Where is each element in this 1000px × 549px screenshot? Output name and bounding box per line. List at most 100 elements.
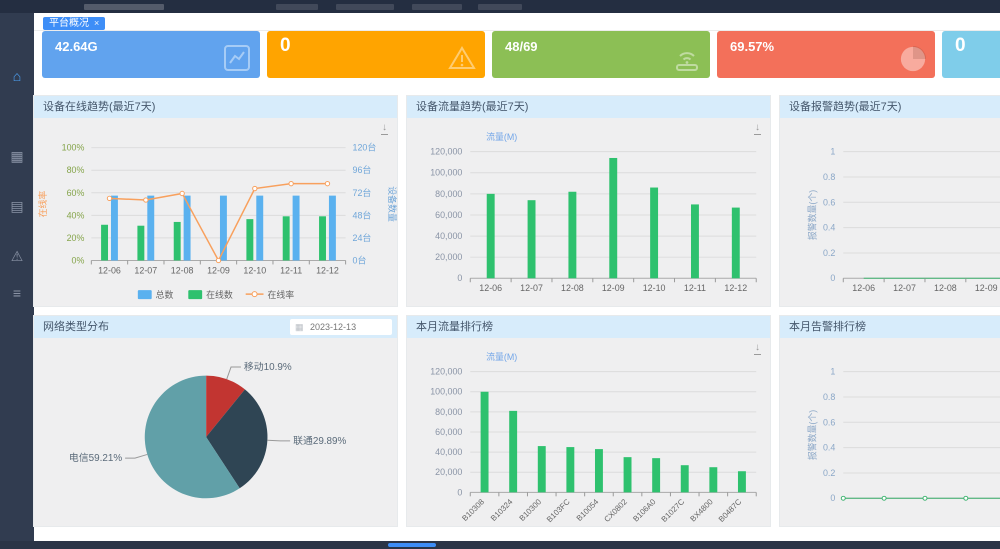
svg-text:0台: 0台: [353, 254, 367, 265]
panel-device-alarm-trend: 设备报警趋势(最近7天) 0 0.2 0.4 0.6 0.8 1 报警数量(个) 12-06 1…: [779, 95, 1000, 307]
svg-text:在线率: 在线率: [37, 191, 48, 218]
device-wifi-icon: [676, 52, 698, 71]
svg-text:60%: 60%: [67, 188, 85, 198]
svg-text:12-08: 12-08: [171, 265, 194, 275]
chart-area: 0 0.2 0.4 0.6 0.8 1 报警数量(个) 12-06 12-07 12-08 12-0…: [780, 118, 1000, 306]
svg-text:100,000: 100,000: [430, 387, 462, 397]
svg-text:12-09: 12-09: [975, 283, 998, 293]
svg-text:B106A0: B106A0: [631, 497, 658, 524]
panel-header: 设备流量趋势(最近7天): [407, 96, 770, 118]
svg-text:12-09: 12-09: [207, 265, 230, 275]
brand-logo: [84, 4, 164, 10]
svg-text:12-10: 12-10: [643, 283, 666, 293]
chart-area: 0 20,000 40,000 60,000 80,000 100,000 120,000 流…: [407, 118, 770, 306]
svg-text:80,000: 80,000: [435, 189, 462, 199]
svg-text:0: 0: [830, 493, 835, 503]
svg-text:移动10.9%: 移动10.9%: [244, 360, 292, 373]
svg-text:12-11: 12-11: [684, 283, 706, 293]
list-icon[interactable]: ≡: [12, 285, 22, 301]
svg-text:B1027C: B1027C: [660, 497, 687, 524]
svg-text:12-09: 12-09: [602, 283, 625, 293]
svg-text:0.2: 0.2: [823, 248, 835, 258]
panel-title: 本月告警排行榜: [789, 321, 866, 333]
svg-text:0: 0: [830, 273, 835, 283]
stat-value: 48/69: [505, 39, 538, 54]
tab-platform-overview[interactable]: 平台概况 ×: [43, 17, 106, 30]
svg-text:0: 0: [457, 487, 462, 497]
top-navbar: [0, 0, 1000, 13]
svg-text:60,000: 60,000: [435, 427, 462, 437]
download-icon[interactable]: ↓: [381, 122, 388, 135]
svg-text:联通29.89%: 联通29.89%: [293, 435, 346, 447]
document-icon[interactable]: ▤: [10, 198, 24, 214]
panel-title: 网络类型分布: [43, 321, 109, 333]
panel-network-type-distribution: 网络类型分布 ▦ 2023-12-13 移动10.9% 联通29.89% 电信59.…: [33, 315, 398, 527]
svg-text:60,000: 60,000: [435, 210, 462, 220]
stat-card-online-rate[interactable]: 69.57%: [717, 31, 935, 78]
svg-text:报警数量(个): 报警数量(个): [807, 410, 818, 460]
svg-text:80,000: 80,000: [435, 407, 462, 417]
footer-bar: [0, 541, 1000, 549]
svg-text:24台: 24台: [353, 232, 372, 243]
svg-text:报警数量(个): 报警数量(个): [807, 190, 818, 240]
svg-text:72台: 72台: [353, 187, 372, 198]
svg-text:40,000: 40,000: [435, 447, 462, 457]
svg-text:1: 1: [830, 367, 835, 377]
stat-card-extra[interactable]: 0: [942, 31, 1000, 78]
calendar-icon: ▦: [295, 322, 304, 332]
svg-text:在线率: 在线率: [267, 289, 294, 300]
svg-text:1: 1: [830, 147, 835, 157]
svg-text:0.2: 0.2: [823, 468, 835, 478]
download-icon[interactable]: ↓: [754, 342, 761, 355]
stat-card-traffic[interactable]: 42.64G: [42, 31, 260, 78]
svg-text:0.8: 0.8: [823, 392, 835, 402]
alarm-ranking-chart: 0 0.2 0.4 0.6 0.8 1 报警数量(个): [807, 367, 1000, 503]
svg-text:12-10: 12-10: [243, 265, 266, 275]
panel-title: 设备流量趋势(最近7天): [416, 101, 529, 113]
svg-text:B10324: B10324: [489, 497, 515, 523]
alarm-icon[interactable]: ⚠: [10, 248, 24, 264]
navbar-menu-placeholder: [276, 4, 318, 10]
svg-text:120,000: 120,000: [430, 147, 462, 157]
panel-title: 设备在线趋势(最近7天): [43, 101, 156, 113]
svg-text:12-07: 12-07: [520, 283, 543, 293]
svg-text:0.4: 0.4: [823, 443, 835, 453]
stat-value: 0: [955, 35, 966, 56]
download-icon[interactable]: ↓: [754, 122, 761, 135]
panel-header: 网络类型分布 ▦ 2023-12-13: [34, 316, 397, 338]
close-icon[interactable]: ×: [94, 18, 100, 28]
panel-header: 本月流量排行榜: [407, 316, 770, 338]
date-value: 2023-12-13: [310, 322, 357, 332]
svg-text:20%: 20%: [67, 233, 85, 243]
traffic-ranking-chart: 0 20,000 40,000 60,000 80,000 100,000 120,000 流…: [430, 351, 757, 524]
scrollbar-thumb[interactable]: [388, 543, 436, 547]
line-chart-icon: [224, 45, 250, 71]
chart-area: 移动10.9% 联通29.89% 电信59.21%: [34, 338, 397, 526]
svg-text:20,000: 20,000: [435, 252, 462, 262]
panel-header: 设备在线趋势(最近7天): [34, 96, 397, 118]
date-picker[interactable]: ▦ 2023-12-13: [290, 319, 392, 335]
svg-text:0: 0: [457, 273, 462, 283]
svg-text:12-07: 12-07: [893, 283, 916, 293]
chart-area: 0 0.2 0.4 0.6 0.8 1 报警数量(个): [780, 338, 1000, 526]
tab-label: 平台概况: [49, 18, 89, 29]
stat-value: 69.57%: [730, 39, 775, 54]
svg-text:BX4800: BX4800: [688, 497, 715, 524]
svg-text:0.8: 0.8: [823, 172, 835, 182]
svg-text:0.6: 0.6: [823, 197, 835, 207]
svg-text:96台: 96台: [353, 164, 372, 175]
svg-text:流量(M): 流量(M): [486, 351, 517, 362]
stat-card-online-devices[interactable]: 48/69: [492, 31, 710, 78]
svg-text:100,000: 100,000: [430, 168, 462, 178]
panel-device-traffic-trend: 设备流量趋势(最近7天) 0 20,000 40,000 60,000 80,000 10…: [406, 95, 771, 307]
monitor-icon[interactable]: ▦: [10, 148, 24, 164]
home-icon[interactable]: ⌂: [12, 68, 22, 84]
panel-monthly-alarm-ranking: 本月告警排行榜 0 0.2 0.4 0.6 0.8 1 报警数量(个): [779, 315, 1000, 527]
svg-text:电信59.21%: 电信59.21%: [69, 451, 122, 464]
stat-card-alarms[interactable]: 0: [267, 31, 485, 78]
network-type-pie-chart: 移动10.9% 联通29.89% 电信59.21%: [69, 360, 347, 499]
chart-area: 0 20,000 40,000 60,000 80,000 100,000 120,000 流…: [407, 338, 770, 526]
navbar-menu-placeholder: [336, 4, 394, 10]
